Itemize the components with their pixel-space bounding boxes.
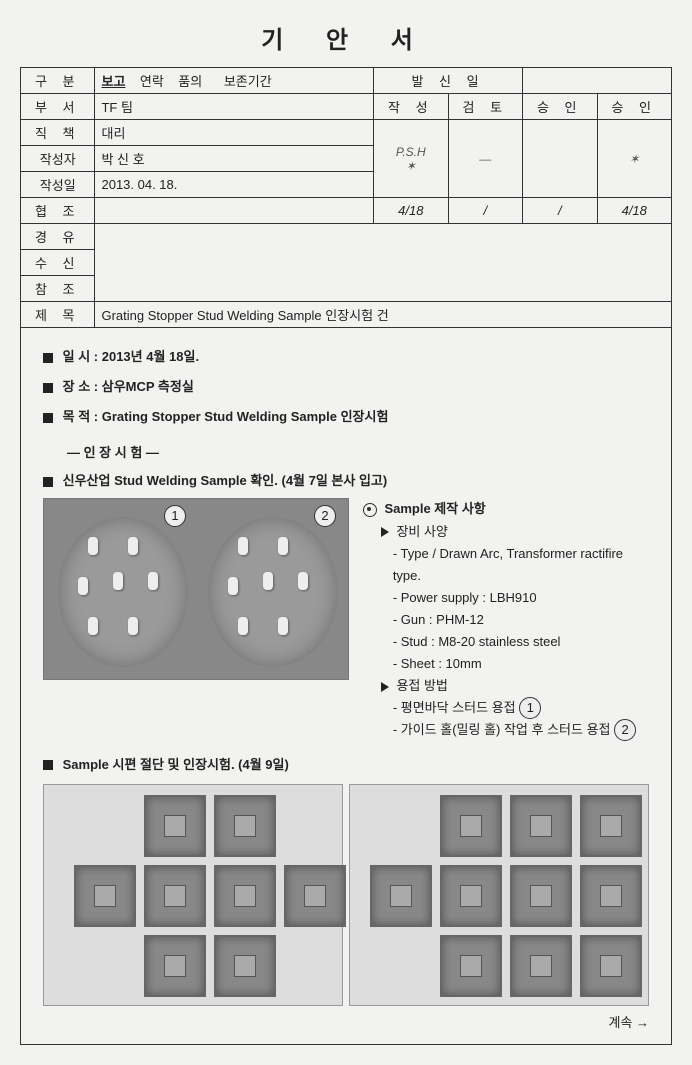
spec-block: Sample 제작 사항 장비 사양 - Type / Drawn Arc, T… <box>363 498 649 741</box>
mokjeok-row: 목 적 : Grating Stopper Stud Welding Sampl… <box>43 406 649 428</box>
draft-document: 기 안 서 구 분 보고 연락 품의 보존기간 발 신 일 부 서 TF 팀 작… <box>20 20 672 1045</box>
section2-row: 신우산업 Stud Welding Sample 확인. (4월 7일 본사 입… <box>43 470 649 492</box>
hyeopjo-d3: / <box>523 198 597 224</box>
spec-item: - Gun : PHM-12 <box>393 609 649 631</box>
sample-photo-spec-row: 1 2 <box>43 498 649 741</box>
writer-value: 박 신 호 <box>95 146 374 172</box>
jangso-label: 장 소 : <box>63 379 98 394</box>
date-label: 작성일 <box>21 172 95 198</box>
gubun-label: 구 분 <box>21 68 95 94</box>
seungin1-label: 승 인 <box>523 94 597 120</box>
send-date-value <box>523 68 672 94</box>
retention-label: 보존기간 <box>224 74 272 89</box>
weld-item-2: - 가이드 홀(밀링 홀) 작업 후 스터드 용접 2 <box>393 719 649 741</box>
double-circle-icon <box>363 503 377 517</box>
seungin2-label: 승 인 <box>597 94 672 120</box>
hyeopjo-value <box>95 198 374 224</box>
signature-gumto: — <box>448 120 522 198</box>
square-bullet-icon <box>43 413 53 423</box>
mokjeok-label: 목 적 : <box>63 409 98 424</box>
spec-equip-row: 장비 사양 <box>381 521 649 543</box>
hyeopjo-label: 협 조 <box>21 198 95 224</box>
square-bullet-icon <box>43 383 53 393</box>
circle-number-1: 1 <box>164 505 186 527</box>
ilsi-label: 일 시 : <box>63 349 98 364</box>
jaksung-label: 작 성 <box>374 94 448 120</box>
weld-method: 용접 방법 <box>396 678 447 693</box>
hyeopjo-d4: 4/18 <box>597 198 672 224</box>
document-title: 기 안 서 <box>20 20 672 55</box>
oval-plate-1 <box>58 517 188 667</box>
oval-plate-2 <box>208 517 338 667</box>
date-value: 2013. 04. 18. <box>95 172 374 198</box>
jemok-label: 제 목 <box>21 302 95 328</box>
gubun-inquiry: 품의 <box>178 74 202 89</box>
continue-text: 계속 → <box>43 1012 649 1034</box>
header-table: 구 분 보고 연락 품의 보존기간 발 신 일 부 서 TF 팀 작 성 검 토… <box>20 67 672 328</box>
ilsi-value: 2013년 4월 18일. <box>102 349 199 364</box>
spec-item: - Sheet : 10mm <box>393 653 649 675</box>
triangle-bullet-icon <box>381 682 389 692</box>
section1-title: — 인 장 시 험 — <box>67 442 649 464</box>
jikchaek-label: 직 책 <box>21 120 95 146</box>
signature-jaksung: P.S.H✶ <box>374 120 448 198</box>
signature-seungin1 <box>523 120 597 198</box>
mokjeok-value: Grating Stopper Stud Welding Sample 인장시험 <box>102 409 389 424</box>
ilsi-row: 일 시 : 2013년 4월 18일. <box>43 346 649 368</box>
spec-item: - Power supply : LBH910 <box>393 587 649 609</box>
jangso-row: 장 소 : 삼우MCP 측정실 <box>43 376 649 398</box>
section3-row: Sample 시편 절단 및 인장시험. (4월 9일) <box>43 754 649 776</box>
square-bullet-icon <box>43 353 53 363</box>
spec-title: Sample 제작 사항 <box>384 501 485 516</box>
chamjo-label: 참 조 <box>21 276 95 302</box>
square-bullet-icon <box>43 477 53 487</box>
circle-number-2: 2 <box>614 719 636 741</box>
triangle-bullet-icon <box>381 527 389 537</box>
gyeongyu-value <box>95 224 672 302</box>
square-bullet-icon <box>43 760 53 770</box>
section3-text: Sample 시편 절단 및 인장시험. (4월 9일) <box>63 757 289 772</box>
spec-equip: 장비 사양 <box>396 524 447 539</box>
jikchaek-value: 대리 <box>95 120 374 146</box>
section2-text: 신우산업 Stud Welding Sample 확인. (4월 7일 본사 입… <box>63 473 388 488</box>
cut-photo-right <box>349 784 649 1006</box>
content-body: 일 시 : 2013년 4월 18일. 장 소 : 삼우MCP 측정실 목 적 … <box>20 328 672 1045</box>
hyeopjo-d1: 4/18 <box>374 198 448 224</box>
cut-photo-left <box>43 784 343 1006</box>
dept-value: TF 팀 <box>95 94 374 120</box>
weld-method-row: 용접 방법 <box>381 675 649 697</box>
gyeongyu-label: 경 유 <box>21 224 95 250</box>
send-date-label: 발 신 일 <box>374 68 523 94</box>
gumto-label: 검 토 <box>448 94 522 120</box>
signature-seungin2: ✶ <box>597 120 672 198</box>
dept-label: 부 서 <box>21 94 95 120</box>
jemok-value: Grating Stopper Stud Welding Sample 인장시험… <box>95 302 672 328</box>
cut-sample-photos <box>43 784 649 1006</box>
gubun-report: 보고 <box>101 74 125 89</box>
circle-number-1: 1 <box>519 697 541 719</box>
gubun-contact: 연락 <box>140 74 164 89</box>
sample-photo-1: 1 2 <box>43 498 349 680</box>
gubun-value: 보고 연락 품의 보존기간 <box>95 68 374 94</box>
spec-title-row: Sample 제작 사항 <box>363 498 649 520</box>
weld-item-1: - 평면바닥 스터드 용접 1 <box>393 697 649 719</box>
susin-label: 수 신 <box>21 250 95 276</box>
hyeopjo-d2: / <box>448 198 522 224</box>
circle-number-2: 2 <box>314 505 336 527</box>
spec-item: - Type / Drawn Arc, Transformer ractifir… <box>393 543 649 587</box>
writer-label: 작성자 <box>21 146 95 172</box>
spec-item: - Stud : M8-20 stainless steel <box>393 631 649 653</box>
jangso-value: 삼우MCP 측정실 <box>102 379 194 394</box>
